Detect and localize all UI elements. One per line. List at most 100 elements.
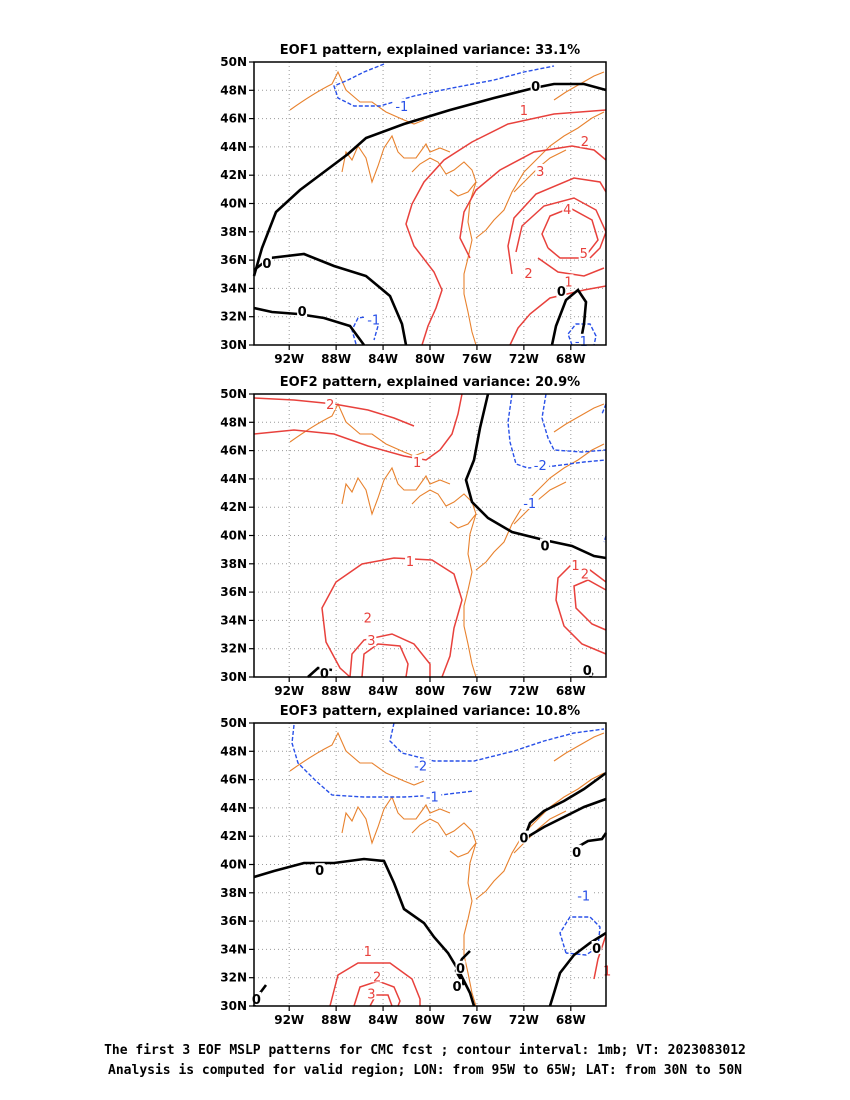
y-tick-label: 40N [220, 197, 247, 211]
contour-label: 0 [519, 832, 528, 847]
y-tick-label: 44N [220, 140, 247, 154]
y-tick-label: 30N [220, 999, 247, 1013]
contour-label: 0 [262, 257, 271, 272]
contour-label: -1 [523, 497, 536, 512]
contour-label-bg [261, 255, 272, 269]
contour-label-bg [578, 246, 589, 260]
contour-label: 0 [583, 664, 592, 679]
contour-label: 4 [563, 203, 571, 218]
contour-label-bg [563, 274, 574, 288]
contour-zero [253, 306, 366, 346]
contour-label: 0 [540, 539, 549, 554]
caption-line-1: The first 3 EOF MSLP patterns for CMC fc… [104, 1043, 746, 1058]
x-tick-label: 84W [368, 1013, 398, 1027]
contour-positive [459, 145, 607, 259]
contour-positive [573, 579, 607, 631]
contour-label-bg [518, 103, 529, 117]
panel-title: EOF1 pattern, explained variance: 33.1% [280, 43, 580, 58]
coastline [463, 842, 477, 1007]
contour-positive [353, 980, 401, 1007]
y-tick-label: 44N [220, 801, 247, 815]
contour-label-bg [562, 202, 573, 216]
contours [253, 393, 607, 678]
contour-label-bg [582, 662, 593, 676]
contour-negative [333, 63, 555, 107]
x-tick-label: 92W [274, 352, 304, 366]
y-tick-label: 38N [220, 225, 247, 239]
contour-label-bg [372, 969, 383, 983]
contour-negative [507, 393, 607, 469]
y-tick-label: 50N [220, 387, 247, 401]
x-tick-label: 68W [556, 352, 586, 366]
contour-negative [541, 393, 607, 453]
contour-label: 0 [252, 993, 261, 1008]
coastline [463, 181, 477, 346]
contour-label-bg [423, 789, 442, 803]
y-tick-label: 30N [220, 670, 247, 684]
y-tick-label: 36N [220, 585, 247, 599]
contour-label: -1 [395, 100, 408, 115]
contour-label: 0 [456, 962, 465, 977]
contour-label: 2 [581, 568, 589, 583]
contour-label: -1 [577, 890, 590, 905]
contour-label-bg [455, 960, 466, 974]
contour-label: -2 [414, 759, 427, 774]
contour-label: -2 [534, 459, 547, 474]
x-tick-label: 84W [368, 352, 398, 366]
contour-positive [405, 109, 607, 346]
y-tick-label: 34N [220, 613, 247, 627]
contour-label-bg [451, 979, 462, 993]
contour-label-bg [535, 163, 546, 177]
y-tick-label: 48N [220, 83, 247, 97]
contour-label-bg [405, 553, 416, 567]
y-tick-label: 44N [220, 472, 247, 486]
coastline [475, 772, 605, 900]
contour-label: 2 [581, 135, 589, 150]
contour-label: -1 [426, 791, 439, 806]
y-tick-label: 34N [220, 281, 247, 295]
coastline [341, 795, 451, 845]
contour-label: 1 [564, 275, 572, 290]
eof-figure: EOF1 pattern, explained variance: 33.1% 0… [220, 43, 613, 1027]
contour-positive [349, 633, 431, 678]
contour-positive [537, 257, 605, 277]
contour-label: -1 [575, 335, 588, 350]
coastline [553, 732, 605, 762]
panel-title: EOF2 pattern, explained variance: 20.9% [280, 375, 580, 390]
contour-label-bg [366, 986, 377, 1000]
x-tick-label: 88W [321, 1013, 351, 1027]
x-tick-label: 88W [321, 684, 351, 698]
contour-zero [252, 82, 607, 277]
x-tick-label: 80W [415, 352, 445, 366]
x-tick-label: 68W [556, 684, 586, 698]
coastline [411, 818, 477, 858]
contour-label-bg [523, 265, 534, 279]
contour-label-bg [412, 454, 423, 468]
coastline [341, 466, 451, 516]
contour-label: 2 [326, 398, 334, 413]
contour-label-bg [591, 940, 602, 954]
contour-label-bg [325, 396, 336, 410]
contour-label-bg [530, 79, 541, 93]
contour-positive [361, 643, 409, 678]
contour-label-bg [556, 284, 567, 298]
coastline [341, 134, 451, 184]
contour-label-bg [602, 963, 613, 977]
contour-label: 1 [364, 945, 372, 960]
x-tick-label: 92W [274, 1013, 304, 1027]
x-tick-label: 72W [509, 352, 539, 366]
contour-label-bg [319, 665, 330, 679]
contour-negative [351, 315, 379, 345]
contour-zero [253, 252, 408, 346]
contour-label: 2 [364, 612, 372, 627]
y-tick-label: 46N [220, 773, 247, 787]
contour-label: 1 [520, 104, 528, 119]
y-tick-label: 36N [220, 253, 247, 267]
x-tick-label: 84W [368, 684, 398, 698]
coastlines [289, 731, 605, 1007]
x-tick-label: 92W [274, 684, 304, 698]
contour-positive [541, 207, 599, 259]
coastline [513, 810, 567, 854]
contour-label: 2 [373, 970, 381, 985]
contour-positive [507, 177, 607, 275]
